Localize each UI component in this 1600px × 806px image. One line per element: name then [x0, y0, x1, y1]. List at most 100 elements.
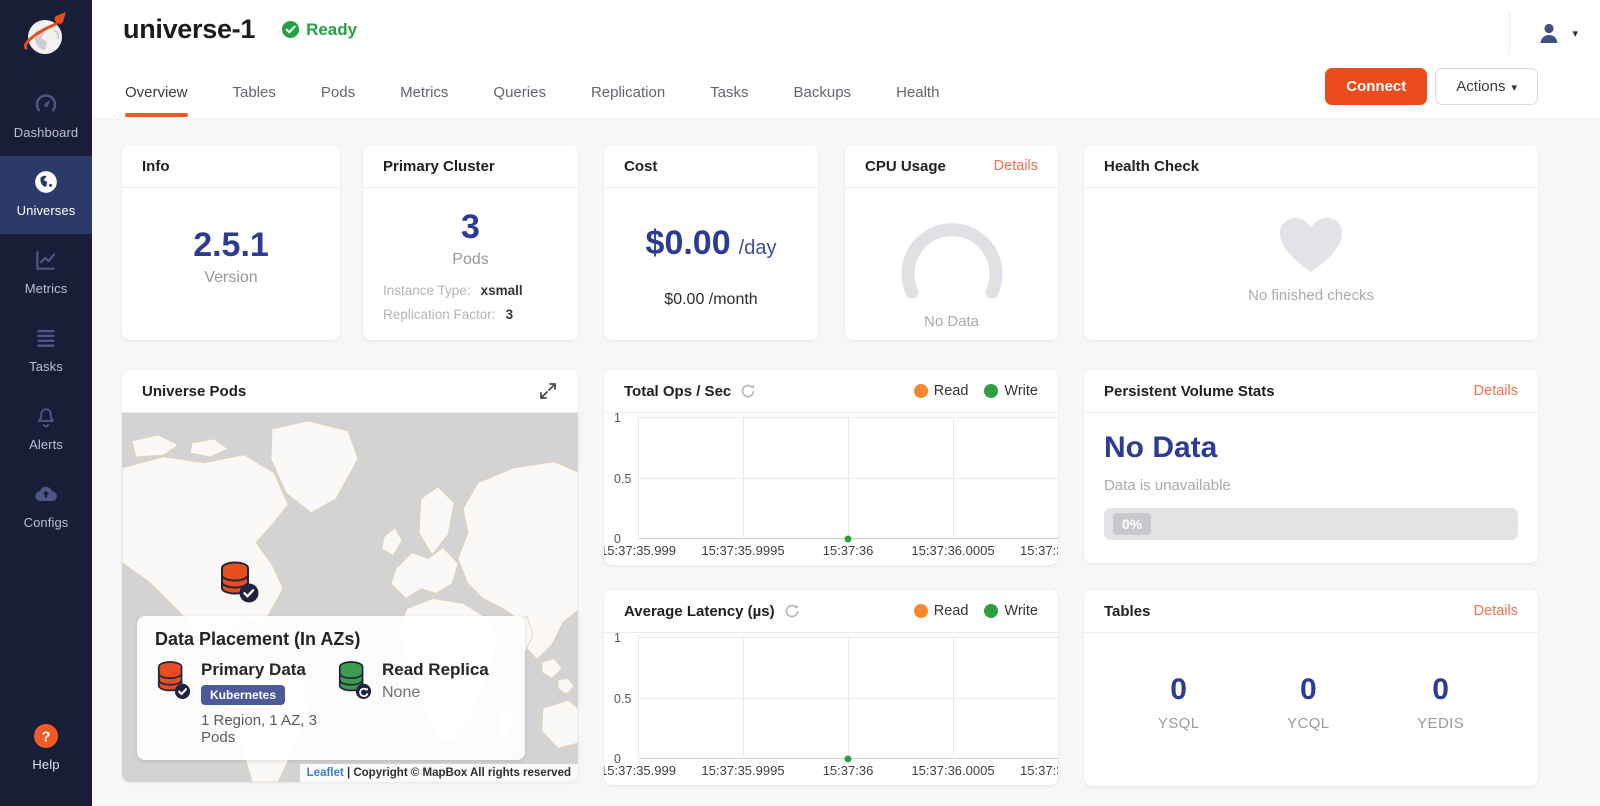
tab-metrics[interactable]: Metrics: [400, 83, 449, 101]
tables-details-link[interactable]: Details: [1473, 603, 1518, 619]
leaflet-link[interactable]: Leaflet: [306, 767, 344, 779]
cost-per-day: $0.00: [645, 224, 731, 262]
cost-unit: /day: [738, 237, 777, 259]
persistent-volume-card: Persistent Volume Stats Details No Data …: [1084, 370, 1538, 563]
actions-button[interactable]: Actions ▾: [1435, 68, 1538, 105]
legend-read: Read: [913, 383, 968, 399]
replication-factor-row: Replication Factor: 3: [383, 307, 514, 322]
pvs-progress-bar: 0%: [1104, 508, 1518, 540]
primary-data-map-marker[interactable]: [215, 559, 261, 605]
heart-icon: [1280, 218, 1342, 272]
sidebar-item-metrics[interactable]: Metrics: [0, 234, 92, 312]
sidebar-item-label: Configs: [23, 515, 69, 530]
cpu-details-link[interactable]: Details: [993, 158, 1038, 174]
copyright-text: | Copyright © MapBox All rights reserved: [346, 767, 571, 779]
status-badge: Ready: [281, 20, 357, 40]
cost-card: Cost $0.00 /day $0.00 /month: [604, 145, 818, 340]
table-stat-yedis: 0 YEDIS: [1417, 673, 1465, 732]
pvs-details-link[interactable]: Details: [1473, 383, 1518, 399]
cpu-empty-text: No Data: [923, 313, 980, 330]
expand-icon[interactable]: [538, 381, 558, 401]
help-icon: ?: [33, 723, 59, 749]
sidebar-item-configs[interactable]: Configs: [0, 468, 92, 546]
tab-backups[interactable]: Backups: [793, 83, 852, 101]
refresh-icon[interactable]: [784, 603, 800, 619]
sidebar-item-universes[interactable]: Universes: [0, 156, 92, 234]
sidebar-item-label: Dashboard: [13, 125, 79, 140]
tab-tables[interactable]: Tables: [232, 83, 276, 101]
tables-stats: 0 YSQL 0 YCQL 0 YEDIS: [1084, 633, 1538, 732]
card-title: Universe Pods: [142, 382, 247, 400]
chevron-down-icon: ▾: [1572, 27, 1578, 40]
data-point-write: [844, 755, 852, 763]
svg-text:?: ?: [41, 729, 50, 746]
refresh-icon[interactable]: [740, 383, 756, 399]
check-circle-icon: [282, 20, 300, 39]
tab-bar: Overview Tables Pods Metrics Queries Replicat…: [125, 67, 984, 117]
tab-queries[interactable]: Queries: [493, 83, 546, 101]
sidebar-item-label: Tasks: [29, 359, 63, 374]
tables-card: Tables Details 0 YSQL 0 YCQL 0 YEDIS: [1084, 590, 1538, 786]
primary-data-label: Primary Data: [201, 660, 306, 679]
primary-data-summary: 1 Region, 1 AZ, 3 Pods: [201, 712, 317, 746]
gauge-icon: [901, 223, 1002, 299]
sidebar-item-dashboard[interactable]: Dashboard: [0, 78, 92, 156]
version-value: 2.5.1: [193, 226, 269, 264]
cpu-usage-card: CPU Usage Details No Data: [845, 145, 1058, 340]
universe-title: universe-1: [123, 14, 256, 44]
primary-cluster-card: Primary Cluster 3 Pods Instance Type: xs…: [363, 145, 578, 340]
table-stat-ysql: 0 YSQL: [1157, 673, 1200, 732]
tab-pods[interactable]: Pods: [320, 83, 356, 101]
world-map[interactable]: Data Placement (In AZs) Primary Data K: [122, 413, 578, 782]
tab-health[interactable]: Health: [896, 83, 940, 101]
alerts-icon: [33, 403, 59, 429]
total-ops-card: Total Ops / Sec Read Write 0 0.5 1 15:37:35…: [604, 370, 1058, 565]
data-placement-title: Data Placement (In AZs): [155, 629, 361, 649]
sidebar-item-help[interactable]: ? Help: [0, 710, 92, 788]
chart-legend: Read Write: [913, 383, 1038, 399]
average-latency-card: Average Latency (µs) Read Write 0 0.5 1 15:…: [604, 590, 1058, 785]
tab-tasks[interactable]: Tasks: [710, 83, 749, 101]
tasks-icon: [33, 325, 59, 351]
card-title: Info: [142, 157, 170, 175]
read-replica-entry: Read Replica None: [336, 660, 507, 746]
card-title: Cost: [624, 157, 658, 175]
card-title: Health Check: [1104, 157, 1200, 175]
dashboard-icon: [33, 91, 59, 117]
primary-data-entry: Primary Data Kubernetes 1 Region, 1 AZ, …: [155, 660, 326, 746]
info-card: Info 2.5.1 Version: [122, 145, 340, 340]
read-replica-value: None: [382, 684, 421, 701]
instance-type-row: Instance Type: xsmall: [383, 283, 523, 298]
tab-replication[interactable]: Replication: [590, 83, 666, 101]
user-avatar-icon: [1540, 23, 1558, 43]
chart-title: Total Ops / Sec: [624, 382, 732, 400]
tab-overview[interactable]: Overview: [125, 67, 188, 117]
sidebar-item-label: Metrics: [24, 281, 68, 296]
table-stat-ycql: 0 YCQL: [1287, 673, 1330, 732]
connect-button[interactable]: Connect: [1325, 68, 1428, 105]
pods-label: Pods: [452, 251, 489, 268]
health-empty-text: No finished checks: [1248, 287, 1374, 304]
user-menu[interactable]: ▾: [1509, 12, 1578, 54]
page-header: universe-1 Ready ▾ Overview Tables Pods Met…: [92, 0, 1600, 117]
data-point-write: [844, 535, 852, 543]
primary-db-icon: [157, 661, 191, 699]
map-attribution: Leaflet | Copyright © MapBox All rights …: [299, 764, 578, 782]
pods-count: 3: [461, 208, 480, 246]
sidebar: Dashboard Universes Metrics Tasks Alerts Conf…: [0, 0, 92, 806]
pvs-headline: No Data: [1104, 431, 1218, 464]
data-placement-panel: Data Placement (In AZs) Primary Data K: [137, 616, 525, 760]
card-title: Primary Cluster: [383, 157, 495, 175]
universe-pods-card: Universe Pods: [122, 370, 578, 782]
pvs-subtext: Data is unavailable: [1104, 477, 1231, 494]
card-title: Persistent Volume Stats: [1104, 382, 1275, 400]
version-label: Version: [204, 269, 258, 286]
yugabyte-logo-icon[interactable]: [18, 8, 74, 64]
sidebar-item-tasks[interactable]: Tasks: [0, 312, 92, 390]
sidebar-item-alerts[interactable]: Alerts: [0, 390, 92, 468]
configs-icon: [33, 481, 59, 507]
chart-plot: 0 0.5 1 15:37:35.999 15:37:35.9995 15:37:36 1…: [604, 411, 1058, 565]
sidebar-nav: Dashboard Universes Metrics Tasks Alerts Conf…: [0, 78, 92, 546]
status-text: Ready: [306, 19, 358, 39]
